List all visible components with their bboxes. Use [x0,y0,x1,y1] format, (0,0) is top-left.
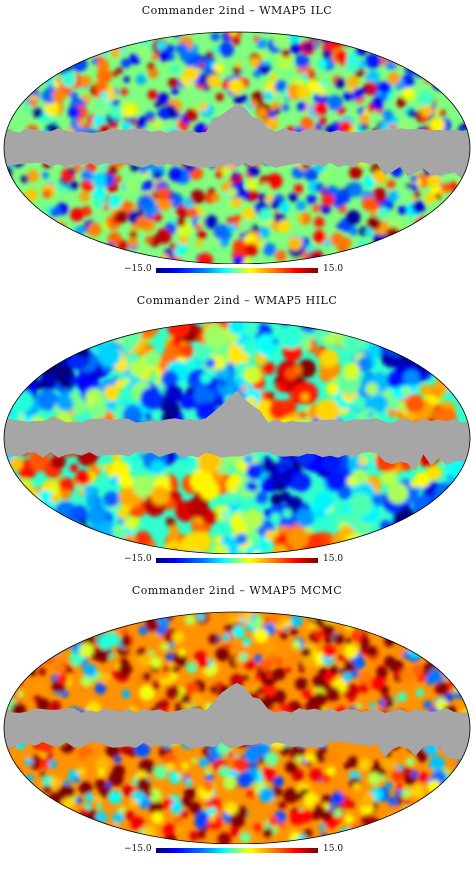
map-outline [3,321,471,554]
colorbar: −15.0 15.0 [0,554,474,570]
panel-title: Commander 2ind – WMAP5 MCMC [131,584,343,597]
sky-map-field [4,322,470,554]
colorbar-gradient [156,848,318,853]
colorbar: −15.0 15.0 [0,264,474,280]
panel-title: Commander 2ind – WMAP5 HILC [136,294,338,307]
sky-map-field [4,612,470,844]
mollweide-sky-map [3,31,471,264]
colorbar: −15.0 15.0 [0,844,474,860]
colorbar-gradient [156,268,318,273]
colorbar-min-label: −15.0 [124,844,152,854]
map-outline [3,611,471,844]
galactic-mask [4,103,470,180]
map-panel-hilc: Commander 2ind – WMAP5 HILC −15.0 15.0 [0,290,474,580]
colorbar-min-label: −15.0 [124,264,152,274]
mollweide-sky-map [3,611,471,844]
colorbar-max-label: 15.0 [323,844,344,854]
mollweide-sky-map [3,321,471,554]
colorbar-max-label: 15.0 [323,554,344,564]
map-outline [3,31,471,264]
map-panel-ilc: Commander 2ind – WMAP5 ILC −15.0 15.0 [0,0,474,290]
colorbar-min-label: −15.0 [124,554,152,564]
colorbar-gradient [156,558,318,563]
panel-title: Commander 2ind – WMAP5 ILC [141,4,333,17]
sky-map-field [4,32,470,264]
galactic-mask [4,682,470,759]
colorbar-max-label: 15.0 [323,264,344,274]
map-panel-mcmc: Commander 2ind – WMAP5 MCMC −15.0 15.0 [0,580,474,870]
galactic-mask [4,390,470,471]
